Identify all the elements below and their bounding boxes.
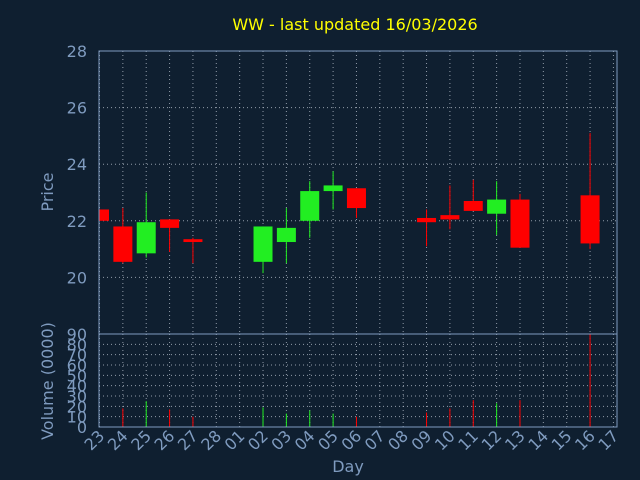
volume-panel (122, 334, 591, 427)
volume-tick-label: 0 (77, 418, 87, 437)
y-axis-label: Price (38, 172, 57, 211)
candle-body (253, 226, 273, 262)
volume-tick-label: 70 (67, 346, 87, 365)
price-panel (99, 133, 600, 274)
candle-body (417, 217, 437, 223)
volume-tick-label: 50 (67, 366, 87, 385)
volume-frame (98, 333, 618, 428)
candle-body (99, 209, 109, 221)
y-tick-label: 20 (67, 268, 87, 287)
volume-tick-label: 20 (67, 397, 87, 416)
candle-body (463, 200, 483, 211)
volume-tick-label: 90 (67, 325, 87, 344)
volume-tick-label: 40 (67, 377, 87, 396)
volume-tick-label: 30 (67, 387, 87, 406)
marks (99, 133, 600, 427)
candle-body (276, 227, 296, 243)
chart-title: WW - last updated 16/03/2026 (232, 15, 477, 34)
volume-tick-label: 10 (67, 408, 87, 427)
y-tick-label: 22 (67, 212, 87, 231)
y-tick-label: 24 (67, 155, 87, 174)
candle-body (510, 199, 530, 248)
y-tick-label: 26 (67, 99, 87, 118)
candle-body (160, 219, 180, 228)
candle-body (113, 226, 133, 262)
candle-body (323, 185, 343, 192)
y-tick-label: 28 (67, 42, 87, 61)
volume-tick-label: 80 (67, 335, 87, 354)
candle-body (580, 195, 600, 244)
x-axis-label: Day (332, 457, 364, 476)
candle-body (136, 222, 156, 254)
candle-body (487, 199, 507, 214)
candle-body (300, 191, 320, 221)
candle-body (346, 188, 366, 209)
volume-tick-label: 60 (67, 356, 87, 375)
candle-body (183, 239, 203, 243)
volume-axis-label: Volume (0000) (38, 322, 57, 440)
candle-body (440, 215, 460, 220)
